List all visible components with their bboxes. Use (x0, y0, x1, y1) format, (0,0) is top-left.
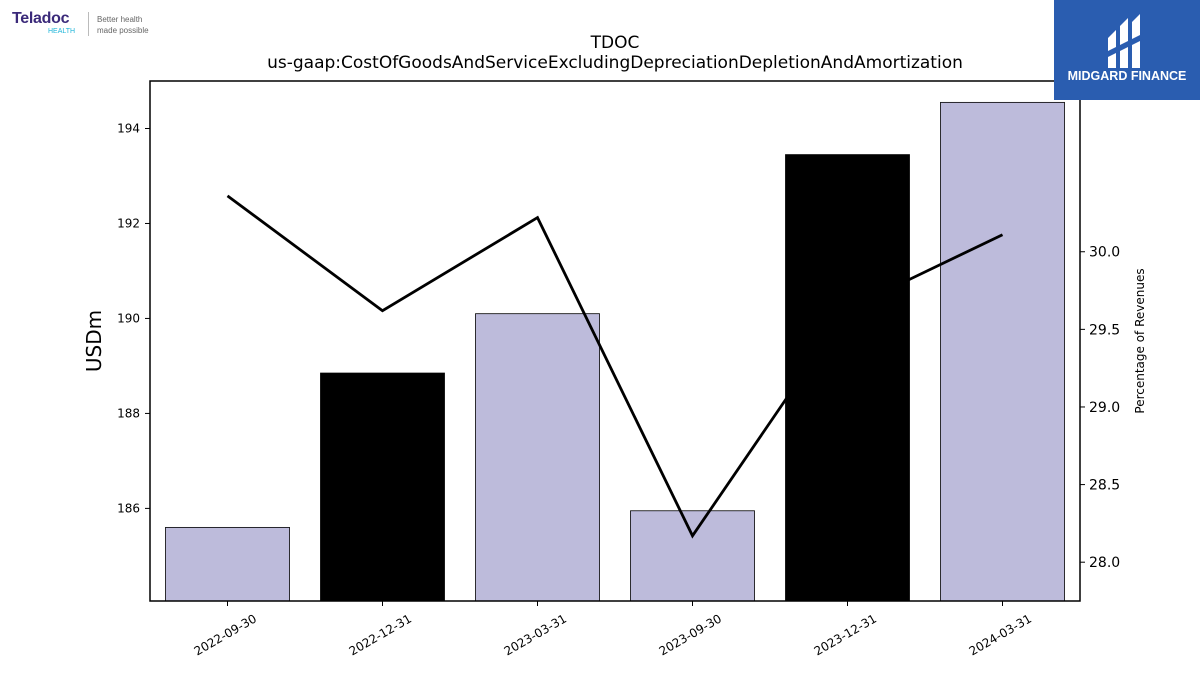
y-axis-right: 28.0 28.5 29.0 29.5 30.0 (1080, 245, 1120, 571)
midgard-logo-name: MIDGARD FINANCE (1067, 69, 1187, 83)
y2-tick-label: 28.5 (1089, 478, 1120, 494)
teladoc-logo-sub: HEALTH (48, 28, 76, 35)
x-tick-label: 2024-03-31 (967, 611, 1034, 658)
bar-2023-03-31 (475, 313, 600, 602)
bar-2022-09-30 (165, 526, 290, 602)
chart-title: TDOC (590, 33, 640, 53)
midgard-logo-mark-icon (1106, 14, 1146, 68)
y-axis-label: USDm (82, 310, 106, 372)
y2-tick-label: 29.5 (1089, 322, 1120, 338)
x-tick-label: 2022-12-31 (347, 611, 414, 658)
y2-tick-label: 28.0 (1089, 555, 1120, 571)
x-tick-label: 2023-09-30 (657, 611, 724, 658)
plot-frame (149, 80, 1081, 602)
y-axis-left: 186 188 190 192 194 (117, 121, 150, 515)
line-group (226, 194, 1004, 539)
y-tick-label: 188 (117, 406, 140, 420)
y-tick-label: 190 (117, 311, 140, 325)
bar-2022-12-31 (320, 372, 445, 602)
teladoc-logo-name: Teladoc (12, 10, 70, 27)
teladoc-tagline-line-2: made possible (97, 26, 149, 35)
teladoc-tagline-line-1: Better health (97, 15, 143, 24)
teladoc-logo-divider (88, 12, 89, 36)
bars-group (165, 101, 1065, 602)
bar-2023-12-31 (785, 154, 910, 602)
y2-axis-label: Percentage of Revenues (1133, 268, 1147, 413)
y-tick-label: 192 (117, 216, 140, 230)
y2-tick-label: 30.0 (1089, 245, 1120, 261)
x-tick-label: 2023-03-31 (502, 611, 569, 658)
chart-subtitle: us-gaap:CostOfGoodsAndServiceExcludingDe… (267, 53, 963, 73)
y-tick-label: 194 (117, 121, 140, 135)
midgard-logo: MIDGARD FINANCE (1054, 0, 1200, 100)
x-axis: 2022-09-30 2022-12-31 2023-03-31 2023-09-30… (192, 601, 1034, 658)
y2-tick-label: 29.0 (1089, 400, 1120, 416)
y-tick-label: 186 (117, 501, 140, 515)
percentage-line (226, 194, 1004, 539)
teladoc-tagline: Better health made possible (97, 14, 149, 36)
bar-2024-03-31 (940, 101, 1065, 602)
x-tick-label: 2022-09-30 (192, 611, 259, 658)
bar-2023-09-30 (630, 510, 755, 602)
x-tick-label: 2023-12-31 (812, 611, 879, 658)
